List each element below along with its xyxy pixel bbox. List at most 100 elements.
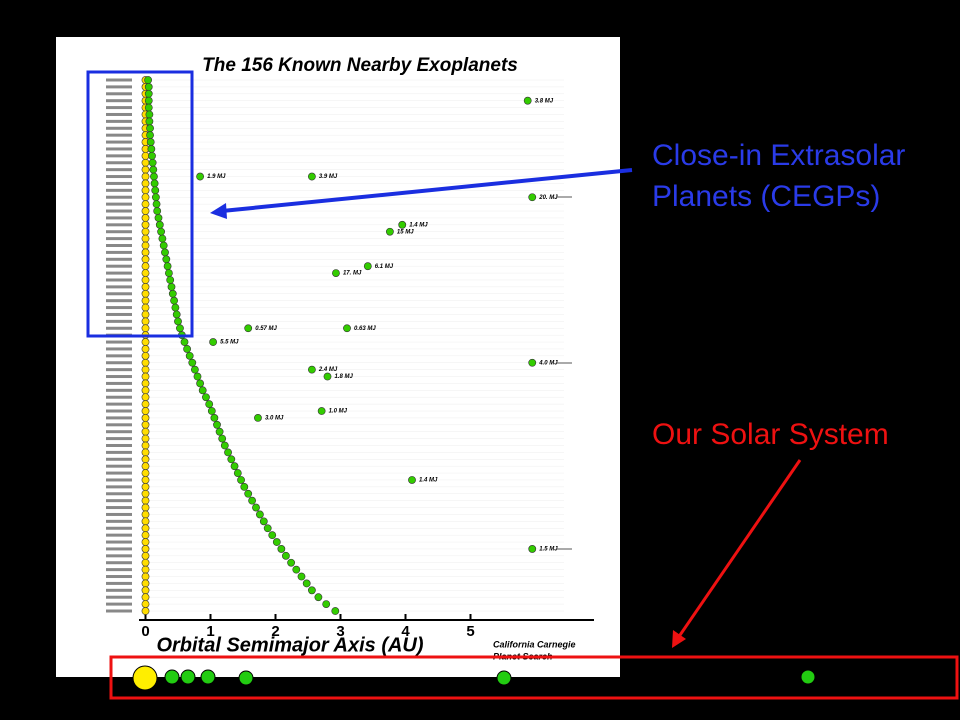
planet-dot [141,193,150,202]
mass-label: 3.0 MJ [265,415,284,421]
planet-dot [255,510,264,519]
star-name-placeholder [106,202,132,206]
star-name-placeholder [106,395,132,399]
star-name-placeholder [106,223,132,227]
planet-dot [141,248,150,257]
mass-label: 1.9 MJ [207,174,226,180]
planet-dot [157,227,165,236]
cegp-label: Close-in Extrasolar [652,139,905,172]
star-name-placeholder [106,526,132,530]
planet-dot [205,400,214,409]
solar-system [132,665,816,691]
mass-label: 0.63 MJ [354,326,376,332]
star-name-placeholder [106,512,132,516]
planet-dot [141,207,150,215]
star-name-placeholder [106,443,132,447]
star-name-placeholder [106,561,132,565]
planet-dot [263,524,272,533]
planet-dot [141,158,150,167]
star-name-placeholder [106,147,132,151]
planet-dot [146,124,154,133]
star-name-placeholder [106,388,132,392]
planet-dot [141,469,150,477]
planet-dot [141,386,150,395]
off-scale-arrows [556,196,572,550]
mass-label: 0.57 MJ [255,326,277,332]
star-name-placeholder [106,278,132,282]
planet-dot [171,303,180,312]
mass-label: 1.4 MJ [409,222,428,228]
planet-dot [141,282,150,291]
cegp-box [86,70,194,338]
planet-dot [141,324,150,333]
planet-dot [332,269,340,277]
planet-dot [141,586,150,595]
mass-label: 6.1 MJ [375,264,394,270]
planet-dot [144,96,153,105]
planet-dot [141,551,150,560]
x-axis-label: Orbital Semimajor Axis (AU) [156,634,423,656]
star-name-placeholder [106,326,132,330]
planet-dot [141,420,150,429]
star-name-placeholder [106,216,132,220]
planet-dot [153,207,162,215]
sun [132,665,158,691]
planet [200,669,216,685]
planet-dot [141,296,150,305]
solar-arrow [676,459,802,639]
planet-dot [196,172,204,181]
planet-dot [141,462,150,471]
planet [164,669,180,685]
planet-dot [202,393,210,402]
planet-dot [210,414,219,422]
star-name-placeholder [106,402,132,406]
planet-dot [141,262,150,271]
x-tick-label: 1 [206,623,214,640]
planet-dot [166,276,175,284]
planet-dot [141,345,150,353]
cegp-arrow [221,168,633,213]
star-name-placeholder [106,140,132,144]
star-name-placeholder [106,299,132,303]
planet-dot [141,545,150,553]
star-name-placeholder [106,181,132,185]
planet-dot [141,531,150,540]
planet-dot [183,345,191,353]
mass-label: 1.8 MJ [335,374,354,380]
star-name-placeholder [106,464,132,468]
planet-dot [254,414,262,422]
planet-dot [190,365,199,374]
planet-dot [144,82,153,91]
planet-dot [168,289,177,298]
star-name-placeholder [106,609,132,613]
star-name-placeholder [106,450,132,454]
planet-dot [141,358,150,367]
mass-label: 5.5 MJ [220,340,239,346]
planet-dot [297,572,306,581]
planet-dot [149,165,158,174]
planet-dot [141,593,150,602]
planet-dot [227,455,236,464]
planet-dot [150,172,158,181]
planet-dot [307,172,316,181]
planet-dot [141,414,150,422]
planet-dot [159,241,168,250]
mass-label: 17. MJ [343,271,362,277]
star-name-placeholder [106,175,132,179]
planet-dot [259,517,268,526]
chart-title: The 156 Known Nearby Exoplanets [202,55,518,76]
planet-dot [145,110,154,119]
planet-dot [198,386,207,395]
planet-dot [141,276,150,284]
solar-box [109,655,959,700]
planet-dot [141,407,150,415]
mass-label: 1.5 MJ [539,547,558,553]
star-name-placeholder [106,575,132,579]
planet-dot [174,317,182,326]
star-name-placeholder [106,306,132,310]
planet-dot [240,482,249,491]
planet-dot [148,151,156,160]
planet-dot [220,441,229,450]
star-name-placeholder [106,112,132,116]
